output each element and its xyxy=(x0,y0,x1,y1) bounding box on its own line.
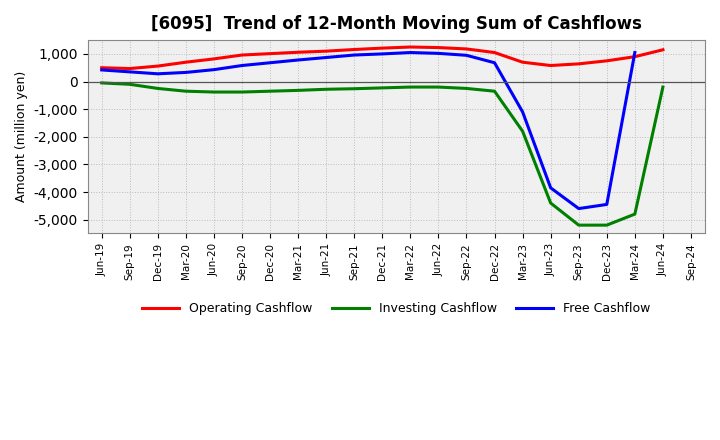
Operating Cashflow xyxy=(659,47,667,52)
Free Cashflow xyxy=(350,52,359,58)
Operating Cashflow xyxy=(266,51,274,56)
Investing Cashflow xyxy=(518,128,527,134)
Investing Cashflow xyxy=(210,89,218,95)
Free Cashflow xyxy=(378,51,387,57)
Operating Cashflow xyxy=(518,59,527,65)
Investing Cashflow xyxy=(97,80,106,85)
Line: Operating Cashflow: Operating Cashflow xyxy=(102,47,663,69)
Investing Cashflow xyxy=(406,84,415,90)
Investing Cashflow xyxy=(181,88,190,94)
Operating Cashflow xyxy=(97,65,106,70)
Operating Cashflow xyxy=(322,48,330,54)
Operating Cashflow xyxy=(153,63,162,69)
Investing Cashflow xyxy=(462,86,471,91)
Free Cashflow xyxy=(210,67,218,72)
Free Cashflow xyxy=(490,60,499,66)
Free Cashflow xyxy=(406,50,415,55)
Operating Cashflow xyxy=(490,50,499,55)
Free Cashflow xyxy=(518,109,527,114)
Line: Free Cashflow: Free Cashflow xyxy=(102,52,635,209)
Operating Cashflow xyxy=(406,44,415,50)
Operating Cashflow xyxy=(181,59,190,65)
Operating Cashflow xyxy=(350,47,359,52)
Operating Cashflow xyxy=(631,54,639,59)
Free Cashflow xyxy=(294,57,302,62)
Investing Cashflow xyxy=(322,87,330,92)
Investing Cashflow xyxy=(490,88,499,94)
Operating Cashflow xyxy=(294,50,302,55)
Investing Cashflow xyxy=(125,82,134,87)
Operating Cashflow xyxy=(210,56,218,62)
Y-axis label: Amount (million yen): Amount (million yen) xyxy=(15,71,28,202)
Free Cashflow xyxy=(153,71,162,77)
Operating Cashflow xyxy=(603,58,611,63)
Operating Cashflow xyxy=(125,66,134,71)
Free Cashflow xyxy=(434,51,443,56)
Free Cashflow xyxy=(97,67,106,73)
Investing Cashflow xyxy=(631,212,639,217)
Investing Cashflow xyxy=(575,223,583,228)
Free Cashflow xyxy=(546,185,555,191)
Free Cashflow xyxy=(603,202,611,207)
Free Cashflow xyxy=(575,206,583,211)
Investing Cashflow xyxy=(378,85,387,91)
Free Cashflow xyxy=(631,50,639,55)
Investing Cashflow xyxy=(238,89,246,95)
Free Cashflow xyxy=(322,55,330,60)
Free Cashflow xyxy=(238,63,246,68)
Investing Cashflow xyxy=(266,88,274,94)
Operating Cashflow xyxy=(434,45,443,50)
Title: [6095]  Trend of 12-Month Moving Sum of Cashflows: [6095] Trend of 12-Month Moving Sum of C… xyxy=(151,15,642,33)
Operating Cashflow xyxy=(546,63,555,68)
Free Cashflow xyxy=(266,60,274,66)
Investing Cashflow xyxy=(434,84,443,90)
Investing Cashflow xyxy=(659,84,667,90)
Free Cashflow xyxy=(462,53,471,58)
Free Cashflow xyxy=(181,70,190,75)
Investing Cashflow xyxy=(153,86,162,91)
Free Cashflow xyxy=(125,69,134,74)
Investing Cashflow xyxy=(546,200,555,205)
Operating Cashflow xyxy=(575,61,583,66)
Operating Cashflow xyxy=(238,52,246,58)
Operating Cashflow xyxy=(378,45,387,51)
Investing Cashflow xyxy=(294,88,302,93)
Operating Cashflow xyxy=(462,46,471,51)
Line: Investing Cashflow: Investing Cashflow xyxy=(102,83,663,225)
Investing Cashflow xyxy=(603,223,611,228)
Investing Cashflow xyxy=(350,86,359,92)
Legend: Operating Cashflow, Investing Cashflow, Free Cashflow: Operating Cashflow, Investing Cashflow, … xyxy=(137,297,656,320)
